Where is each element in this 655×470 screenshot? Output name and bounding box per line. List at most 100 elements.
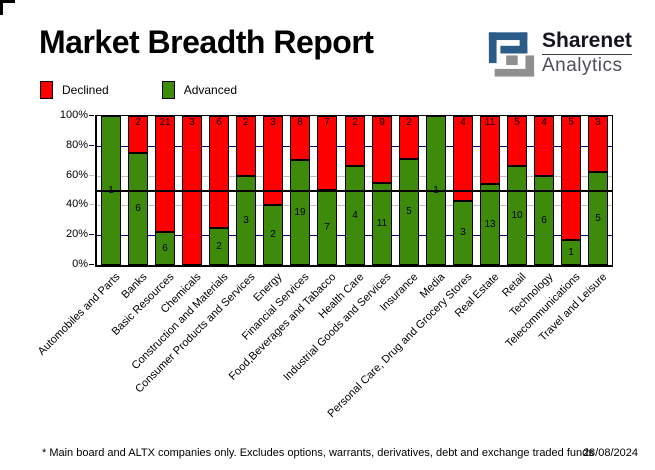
advanced-segment <box>588 172 608 265</box>
declined-segment <box>480 116 500 184</box>
y-tick-mark <box>89 144 94 146</box>
logo-divider <box>542 54 632 56</box>
declined-count-label: 3 <box>270 117 276 128</box>
declined-count-label: 5 <box>568 117 574 128</box>
chart-legend: Declined Advanced <box>40 81 237 99</box>
declined-count-label: 2 <box>135 117 141 128</box>
advanced-segment <box>372 183 392 265</box>
declined-segment <box>236 116 256 176</box>
plot-area: 1262163622332819772491125143111351046513… <box>95 115 613 267</box>
declined-segment <box>290 116 310 160</box>
advanced-segment <box>263 205 283 265</box>
logo-division: Analytics <box>542 55 623 77</box>
advanced-count-label: 7 <box>324 221 330 233</box>
advanced-segment <box>480 184 500 265</box>
advanced-legend-label: Advanced <box>183 83 238 97</box>
advanced-count-label: 4 <box>352 209 358 221</box>
advanced-count-label: 11 <box>376 218 388 229</box>
y-tick-mark <box>89 174 94 176</box>
declined-segment <box>128 116 148 153</box>
declined-count-label: 2 <box>352 117 358 128</box>
declined-segment <box>345 116 365 166</box>
advanced-segment <box>453 201 473 265</box>
declined-count-label: 9 <box>379 117 385 128</box>
declined-segment <box>561 116 581 240</box>
y-tick-mark <box>89 234 94 236</box>
sharenet-logo-icon <box>488 32 535 77</box>
advanced-segment <box>290 160 310 265</box>
window-corner-mark <box>0 0 15 15</box>
advanced-segment <box>534 176 554 265</box>
stacked-bar: 21 6 <box>155 116 175 265</box>
advanced-count-label: 6 <box>162 242 168 254</box>
y-tick-label: 60% <box>65 168 88 181</box>
declined-count-label: 2 <box>243 117 249 128</box>
stacked-bar: 11 13 <box>480 116 500 265</box>
y-tick-mark <box>89 204 94 206</box>
advanced-segment <box>209 228 229 265</box>
declined-count-label: 3 <box>595 117 601 128</box>
fifty-percent-reference-line <box>97 189 612 192</box>
advanced-count-label: 6 <box>541 214 547 226</box>
advanced-count-label: 2 <box>270 229 276 240</box>
y-tick-mark <box>89 115 94 116</box>
declined-count-label: 8 <box>297 117 303 128</box>
declined-segment <box>263 116 283 205</box>
advanced-count-label: 6 <box>135 203 141 214</box>
advanced-segment <box>561 240 581 265</box>
advanced-count-label: 5 <box>406 206 412 217</box>
declined-count-label: 3 <box>189 117 195 128</box>
footnote: * Main board and ALTX companies only. Ex… <box>42 447 594 459</box>
declined-count-label: 4 <box>541 117 547 128</box>
y-tick-label: 20% <box>65 228 88 241</box>
logo-brand: Sharenet <box>542 29 632 52</box>
advanced-segment <box>155 232 175 265</box>
advanced-count-label: 19 <box>294 206 306 218</box>
stacked-bar: 8 19 <box>290 116 310 265</box>
stacked-bar: 9 11 <box>372 116 392 265</box>
declined-legend-label: Declined <box>62 83 109 97</box>
declined-count-label: 2 <box>406 117 412 128</box>
advanced-swatch <box>161 81 175 99</box>
advanced-count-label: 1 <box>568 246 574 258</box>
declined-count-label: 4 <box>460 117 466 128</box>
advanced-count-label: 3 <box>243 214 249 226</box>
advanced-segment <box>399 159 419 265</box>
declined-count-label: 11 <box>484 117 496 128</box>
advanced-segment <box>128 153 148 265</box>
declined-count-label: 7 <box>324 117 330 128</box>
declined-segment <box>453 116 473 201</box>
declined-count-label: 21 <box>159 117 171 128</box>
declined-segment <box>588 116 608 172</box>
logo-text: Sharenet Analytics <box>542 29 632 77</box>
declined-count-label: 6 <box>216 117 222 128</box>
declined-swatch <box>40 81 53 99</box>
advanced-count-label: 13 <box>484 218 496 230</box>
y-tick-label: 0% <box>72 258 88 270</box>
page-title: Market Breadth Report <box>39 24 374 60</box>
advanced-count-label: 2 <box>216 240 222 252</box>
y-tick-label: 100% <box>59 109 88 121</box>
sharenet-logo: Sharenet Analytics <box>486 29 632 78</box>
advanced-count-label: 5 <box>595 212 601 224</box>
declined-segment <box>155 116 175 232</box>
y-tick-label: 40% <box>65 198 88 211</box>
declined-segment <box>372 116 392 183</box>
declined-segment <box>209 116 229 228</box>
declined-segment <box>507 116 527 166</box>
advanced-count-label: 10 <box>511 209 523 221</box>
declined-segment <box>534 116 554 176</box>
y-tick-mark <box>89 264 94 265</box>
y-tick-label: 80% <box>65 138 88 151</box>
